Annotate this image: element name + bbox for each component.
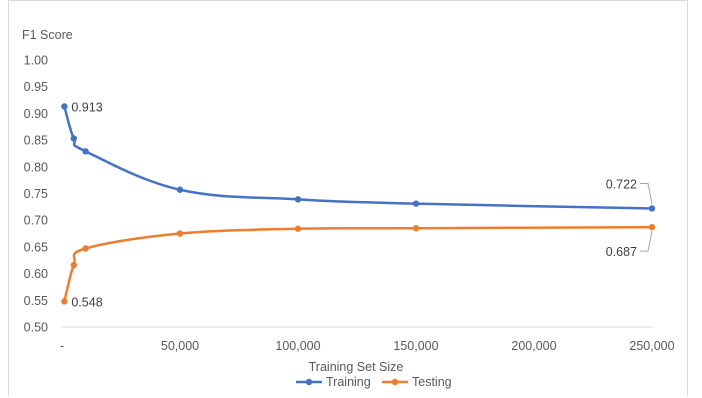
x-axis-title: Training Set Size	[309, 360, 404, 374]
training-data-point	[176, 186, 184, 193]
testing-data-point	[82, 245, 89, 252]
y-tick-label: 0.60	[24, 267, 48, 281]
y-tick-label: 0.75	[24, 187, 48, 201]
testing-legend-marker	[391, 378, 399, 386]
x-tick-label: 50,000	[161, 339, 199, 353]
series-layer	[61, 103, 656, 305]
y-tick-label: 0.65	[24, 240, 48, 254]
testing-data-point	[176, 230, 184, 237]
y-tick-label: 1.00	[24, 54, 48, 68]
y-tick-label: 0.90	[24, 107, 48, 121]
training-data-point	[294, 196, 302, 203]
data-label: 0.913	[71, 100, 102, 114]
data-label: 0.548	[71, 295, 102, 309]
x-tick-label: 100,000	[275, 339, 320, 353]
x-axis-ticks: - 50,000 100,000 150,000 200,000 250,000	[60, 339, 675, 353]
x-tick-label: 200,000	[511, 339, 556, 353]
y-tick-label: 0.55	[24, 294, 48, 308]
y-tick-label: 0.50	[24, 321, 48, 335]
y-axis-title: F1 Score	[22, 28, 73, 42]
data-label-leader-line	[640, 231, 653, 252]
training-series-line	[63, 105, 654, 210]
training-data-point	[82, 148, 89, 155]
chart-frame	[8, 0, 688, 396]
legend: Training Testing	[296, 375, 452, 389]
x-tick-label: 150,000	[393, 339, 438, 353]
testing-data-point	[412, 225, 420, 232]
training-legend-marker	[305, 378, 313, 386]
y-axis-ticks: 0.50 0.55 0.60 0.65 0.70 0.75 0.80 0.85 0.90 0.95…	[24, 54, 48, 335]
data-label: 0.687	[606, 245, 637, 259]
y-tick-label: 0.85	[24, 134, 48, 148]
training-data-point	[70, 135, 78, 142]
x-tick-label: 250,000	[629, 339, 674, 353]
testing-data-point	[61, 298, 68, 305]
testing-data-point	[648, 223, 656, 231]
x-tick-label: -	[60, 339, 64, 353]
testing-legend-label: Testing	[412, 375, 452, 389]
testing-series-line	[63, 225, 654, 303]
training-legend-label: Training	[326, 375, 371, 389]
training-data-point	[61, 103, 68, 110]
data-label: 0.722	[606, 177, 637, 191]
testing-data-point	[70, 261, 78, 269]
testing-data-point	[294, 225, 302, 232]
y-tick-label: 0.70	[24, 214, 48, 228]
data-label-leader-line	[640, 182, 653, 205]
y-tick-label: 0.95	[24, 80, 48, 94]
training-data-point	[412, 200, 420, 207]
y-tick-label: 0.80	[24, 160, 48, 174]
training-data-point	[648, 205, 656, 212]
data-labels: 0.913 0.548 0.722 0.687	[71, 100, 653, 309]
